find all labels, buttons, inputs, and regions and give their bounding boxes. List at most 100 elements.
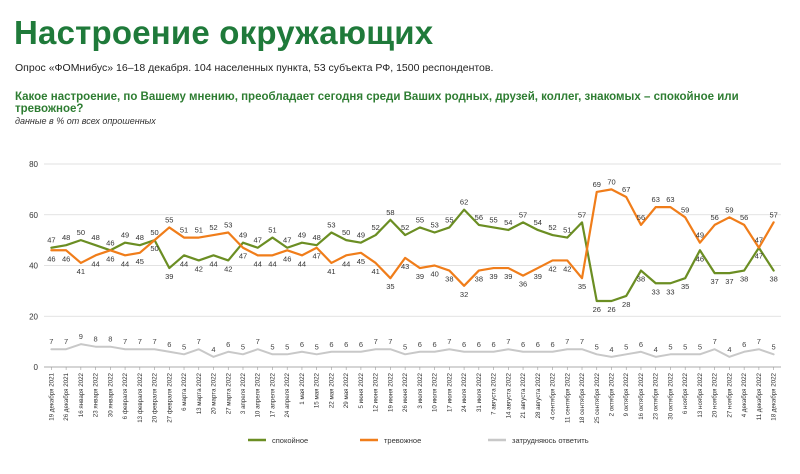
x-tick-label: 10 июля 2022	[432, 372, 439, 412]
data-label-calm: 39	[165, 272, 173, 281]
data-label-calm: 48	[313, 233, 321, 242]
data-label-anxious: 39	[416, 272, 424, 281]
data-label-calm: 51	[268, 226, 276, 235]
x-tick-label: 13 марта 2022	[196, 372, 203, 414]
legend-label-1: спокойное	[272, 436, 308, 445]
data-label-anxious: 39	[504, 272, 512, 281]
x-tick-label: 20 марта 2022	[211, 372, 218, 414]
x-tick-label: 15 мая 2022	[314, 372, 321, 408]
data-label-unsure: 5	[270, 342, 274, 351]
x-tick-label: 14 августа 2022	[505, 372, 512, 418]
x-tick-label: 30 октября 2022	[667, 372, 674, 419]
data-label-calm: 57	[519, 210, 527, 219]
data-label-anxious: 47	[313, 252, 321, 261]
x-tick-label: 2 октября 2022	[608, 372, 615, 416]
x-tick-label: 18 сентября 2022	[579, 372, 586, 423]
x-tick-label: 19 июня 2022	[387, 372, 394, 412]
data-label-unsure: 5	[698, 342, 702, 351]
data-label-anxious: 44	[121, 259, 129, 268]
x-tick-label: 20 ноября 2022	[712, 372, 719, 417]
data-label-anxious: 44	[254, 259, 262, 268]
data-label-unsure: 5	[624, 342, 628, 351]
data-label-unsure: 7	[374, 337, 378, 346]
data-label-unsure: 6	[226, 340, 230, 349]
data-label-unsure: 8	[94, 335, 98, 344]
data-label-anxious: 51	[180, 226, 188, 235]
units-note: данные в % от всех опрошенных	[15, 116, 156, 126]
data-label-calm: 38	[740, 275, 748, 284]
data-label-unsure: 7	[64, 337, 68, 346]
x-tick-label: 26 июня 2022	[402, 372, 409, 412]
data-label-unsure: 6	[359, 340, 363, 349]
data-label-calm: 51	[563, 226, 571, 235]
data-label-unsure: 7	[138, 337, 142, 346]
series-line-3	[50, 343, 775, 358]
data-label-unsure: 7	[197, 337, 201, 346]
data-label-calm: 49	[298, 231, 306, 240]
data-label-anxious: 32	[460, 290, 468, 299]
data-label-anxious: 46	[106, 254, 114, 263]
x-tick-label: 3 июля 2022	[417, 372, 424, 408]
data-label-unsure: 6	[167, 340, 171, 349]
data-label-unsure: 7	[123, 337, 127, 346]
data-label-calm: 38	[637, 275, 645, 284]
y-tick-label: 40	[29, 262, 38, 271]
data-label-anxious: 42	[563, 264, 571, 273]
data-label-unsure: 7	[49, 337, 53, 346]
data-label-unsure: 7	[152, 337, 156, 346]
x-tick-label: 21 августа 2022	[520, 372, 527, 418]
data-label-calm: 37	[725, 277, 733, 286]
data-label-calm: 42	[224, 264, 232, 273]
data-label-unsure: 6	[742, 340, 746, 349]
x-tick-label: 30 января 2022	[107, 372, 114, 417]
data-label-calm: 33	[666, 287, 674, 296]
data-label-calm: 33	[652, 287, 660, 296]
data-label-anxious: 38	[475, 275, 483, 284]
data-label-calm: 26	[593, 305, 601, 314]
x-tick-label: 31 июля 2022	[476, 372, 483, 412]
data-label-unsure: 7	[565, 337, 569, 346]
data-label-anxious: 41	[371, 267, 379, 276]
data-label-calm: 44	[180, 259, 188, 268]
data-label-anxious: 59	[681, 205, 689, 214]
data-label-unsure: 7	[713, 337, 717, 346]
data-label-anxious: 55	[165, 215, 173, 224]
data-label-calm: 52	[401, 223, 409, 232]
data-label-unsure: 5	[668, 342, 672, 351]
data-label-anxious: 57	[769, 210, 777, 219]
data-label-unsure: 7	[506, 337, 510, 346]
x-tick-label: 11 декабря 2022	[756, 372, 763, 420]
data-label-unsure: 7	[388, 337, 392, 346]
data-label-anxious: 51	[195, 226, 203, 235]
data-label-anxious: 44	[298, 259, 306, 268]
x-tick-label: 4 декабря 2022	[741, 372, 748, 417]
data-label-unsure: 4	[211, 345, 215, 354]
data-label-anxious: 35	[386, 282, 394, 291]
data-label-anxious: 45	[357, 257, 365, 266]
data-label-anxious: 40	[430, 270, 438, 279]
data-label-anxious: 35	[578, 282, 586, 291]
data-label-calm: 48	[91, 233, 99, 242]
data-label-unsure: 5	[683, 342, 687, 351]
data-label-calm: 54	[534, 218, 542, 227]
x-tick-label: 13 ноября 2022	[697, 372, 704, 417]
x-tick-label: 1 мая 2022	[299, 372, 306, 404]
data-label-unsure: 5	[182, 342, 186, 351]
x-tick-label: 17 июля 2022	[446, 372, 453, 412]
data-label-anxious: 63	[652, 195, 660, 204]
x-tick-label: 6 ноября 2022	[682, 372, 689, 414]
y-tick-label: 20	[29, 312, 38, 321]
data-label-calm: 50	[150, 228, 158, 237]
data-label-anxious: 36	[519, 280, 527, 289]
data-label-unsure: 8	[108, 335, 112, 344]
data-label-unsure: 5	[315, 342, 319, 351]
data-label-calm: 52	[371, 223, 379, 232]
x-tick-label: 6 февраля 2022	[122, 372, 129, 419]
data-label-anxious: 69	[593, 180, 601, 189]
data-label-anxious: 41	[77, 267, 85, 276]
data-label-unsure: 5	[403, 342, 407, 351]
data-label-unsure: 4	[654, 345, 658, 354]
data-label-unsure: 6	[462, 340, 466, 349]
data-label-anxious: 56	[740, 213, 748, 222]
